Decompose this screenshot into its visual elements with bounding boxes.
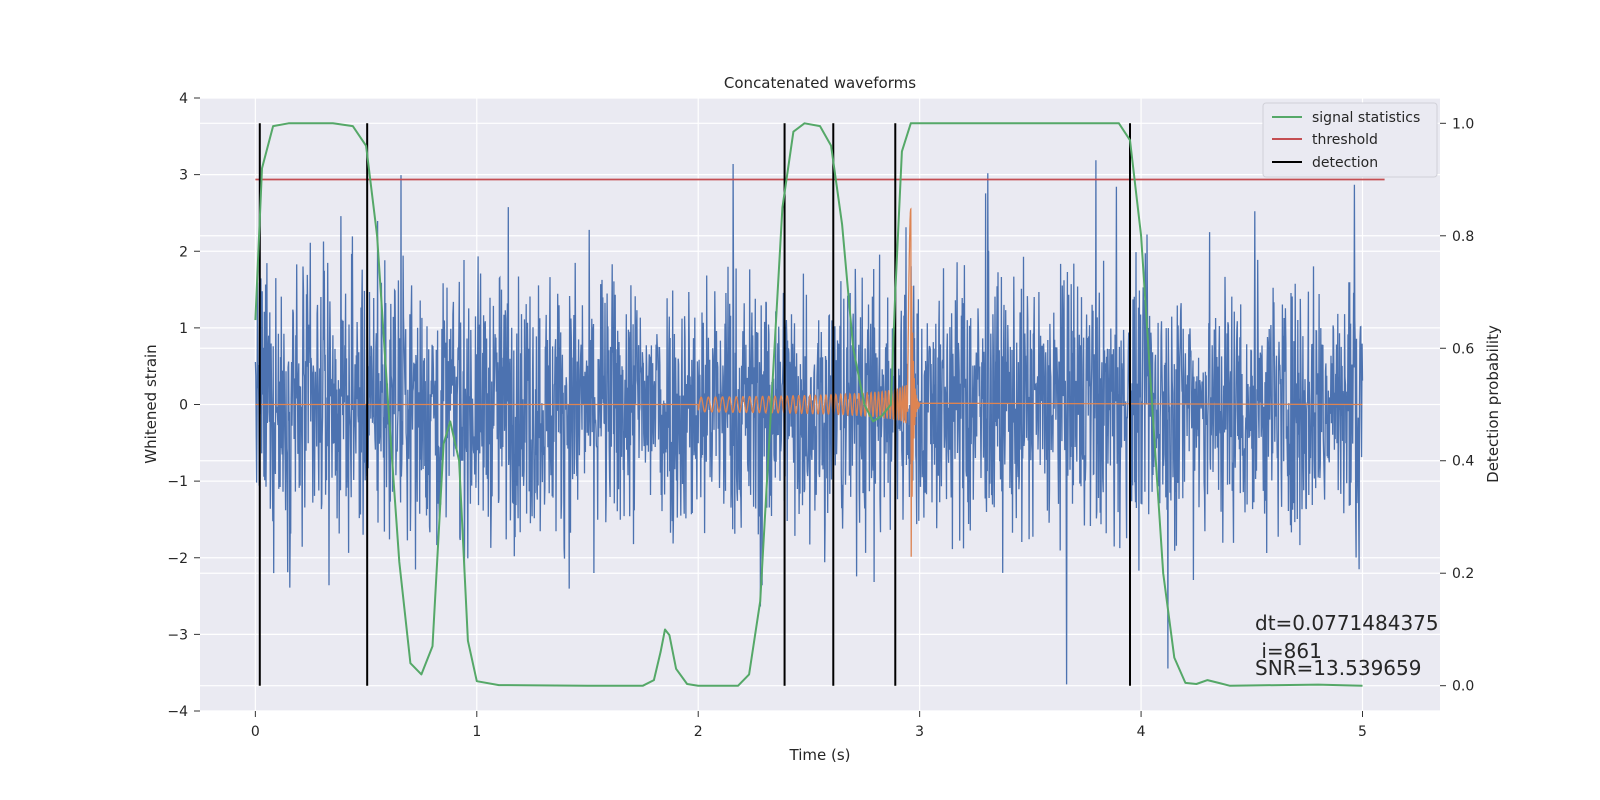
left-tick-label-1: −3 [167,627,188,643]
x-tick-label-0: 0 [251,724,260,740]
left-tick-label-0: −4 [167,704,188,720]
left-axis-ticks: −4 −3 −2 −1 0 1 2 3 4 [167,91,200,720]
left-tick-label-5: 1 [179,321,188,337]
legend-box [1262,102,1438,178]
x-tick-label-4: 4 [1137,724,1146,740]
chart-title: Concatenated waveforms [724,74,916,92]
series-injected-chirp [255,207,1363,557]
left-tick-label-6: 2 [179,244,188,260]
left-tick-label-4: 0 [179,398,188,414]
legend: signal statistics threshold detection [1262,102,1438,178]
left-tick-label-3: −1 [167,474,188,490]
right-tick-label-4: 0.8 [1452,229,1474,245]
left-tick-label-8: 4 [179,91,188,107]
annotation-snr: SNR=13.539659 [1255,656,1421,680]
x-tick-label-2: 2 [694,724,703,740]
legend-label-signal-statistics: signal statistics [1312,110,1420,126]
right-tick-label-3: 0.6 [1452,341,1474,357]
left-y-axis-label: Whitened strain [142,344,160,463]
annotation-index: i=861 [1255,639,1322,663]
left-tick-label-2: −2 [167,551,188,567]
right-tick-label-1: 0.2 [1452,566,1474,582]
series-signal-statistics [254,122,1363,687]
legend-label-detection: detection [1312,155,1378,171]
x-axis-ticks: 0 1 2 3 4 5 [251,711,1367,740]
right-y-axis-label: Detection probability [1484,325,1502,483]
annotation-dt: dt=0.0771484375 [1255,611,1439,635]
x-axis-label: Time (s) [789,746,851,764]
x-tick-label-5: 5 [1358,724,1367,740]
annotation-block: dt=0.0771484375 i=861 SNR=13.539659 [1255,611,1439,680]
series-layer [254,122,1385,687]
x-tick-label-3: 3 [915,724,924,740]
left-tick-label-7: 3 [179,168,188,184]
legend-label-threshold: threshold [1312,132,1378,148]
x-tick-label-1: 1 [472,724,481,740]
right-tick-label-2: 0.4 [1452,454,1474,470]
right-axis-ticks: 0.0 0.2 0.4 0.6 0.8 1.0 [1440,116,1474,695]
right-tick-label-5: 1.0 [1452,116,1474,132]
right-tick-label-0: 0.0 [1452,679,1474,695]
